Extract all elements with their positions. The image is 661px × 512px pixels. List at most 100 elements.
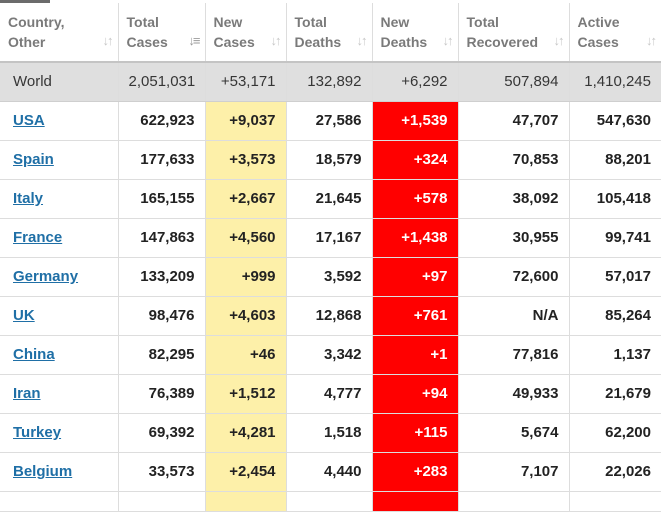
total-cases-cell: 76,389 <box>117 374 205 414</box>
country-cell: Spain <box>0 140 118 180</box>
country-link[interactable]: France <box>13 229 63 246</box>
country-link[interactable]: Belgium <box>13 463 73 480</box>
country-link[interactable]: China <box>13 346 55 363</box>
country-link[interactable]: USA <box>13 112 45 129</box>
total-cases-cell: 33,573 <box>117 452 205 492</box>
world-country: World <box>0 62 118 102</box>
sort-both-icon[interactable]: ↓↑ <box>102 33 114 48</box>
total-deaths-cell: 3,592 <box>285 257 372 297</box>
total-deaths-cell: 27,586 <box>285 101 372 141</box>
header-active-cases-line2: Cases <box>577 34 619 50</box>
total-deaths-cell <box>285 491 372 512</box>
new-deaths-cell: +115 <box>371 413 458 453</box>
sort-both-icon[interactable]: ↓↑ <box>442 33 454 48</box>
country-link[interactable]: Germany <box>13 268 79 285</box>
total-cases-cell: 165,155 <box>117 179 205 219</box>
new-cases-cell: +2,667 <box>204 179 286 219</box>
header-total-cases-line1: Total <box>126 14 159 30</box>
world-active-cases: 1,410,245 <box>568 62 661 102</box>
country-cell <box>0 491 118 512</box>
sort-both-icon[interactable]: ↓↑ <box>356 33 368 48</box>
active-cases-cell: 547,630 <box>568 101 661 141</box>
world-new-deaths: +6,292 <box>371 62 458 102</box>
new-deaths-cell: +283 <box>371 452 458 492</box>
country-link[interactable]: UK <box>13 307 35 324</box>
header-total-cases[interactable]: Total Cases ↓≡ <box>117 3 205 63</box>
new-deaths-cell: +94 <box>371 374 458 414</box>
total-deaths-cell: 21,645 <box>285 179 372 219</box>
header-total-recovered-line2: Recovered <box>466 34 539 50</box>
total-deaths-cell: 17,167 <box>285 218 372 258</box>
total-recovered-cell: 70,853 <box>457 140 569 180</box>
header-country[interactable]: Country, Other ↓↑ <box>0 3 118 63</box>
world-new-cases: +53,171 <box>204 62 286 102</box>
active-cases-cell: 22,026 <box>568 452 661 492</box>
total-cases-cell: 82,295 <box>117 335 205 375</box>
sort-desc-icon[interactable]: ↓≡ <box>188 33 200 48</box>
header-total-deaths[interactable]: Total Deaths ↓↑ <box>285 3 372 63</box>
sort-both-icon[interactable]: ↓↑ <box>553 33 565 48</box>
table-row: USA 622,923 +9,037 27,586 +1,539 47,707 … <box>0 101 661 141</box>
total-recovered-cell: N/A <box>457 296 569 336</box>
active-cases-cell: 57,017 <box>568 257 661 297</box>
total-cases-cell: 177,633 <box>117 140 205 180</box>
header-new-cases[interactable]: New Cases ↓↑ <box>204 3 286 63</box>
country-link[interactable]: Italy <box>13 190 44 207</box>
world-row: World 2,051,031 +53,171 132,892 +6,292 5… <box>0 62 661 102</box>
active-cases-cell: 62,200 <box>568 413 661 453</box>
header-new-cases-line2: Cases <box>213 34 255 50</box>
new-deaths-cell: +324 <box>371 140 458 180</box>
new-cases-cell: +4,281 <box>204 413 286 453</box>
total-cases-cell: 69,392 <box>117 413 205 453</box>
sort-both-icon[interactable]: ↓↑ <box>270 33 282 48</box>
total-cases-cell: 98,476 <box>117 296 205 336</box>
new-deaths-cell: +761 <box>371 296 458 336</box>
total-cases-cell: 147,863 <box>117 218 205 258</box>
active-cases-cell: 85,264 <box>568 296 661 336</box>
table-row: Germany 133,209 +999 3,592 +97 72,600 57… <box>0 257 661 297</box>
header-total-deaths-line1: Total <box>294 14 327 30</box>
total-deaths-cell: 12,868 <box>285 296 372 336</box>
header-new-deaths[interactable]: New Deaths ↓↑ <box>371 3 458 63</box>
table-row: Turkey 69,392 +4,281 1,518 +115 5,674 62… <box>0 413 661 453</box>
total-cases-cell: 622,923 <box>117 101 205 141</box>
header-country-line2: Other <box>8 34 46 50</box>
covid-table: Country, Other ↓↑ Total Cases ↓≡ New Cases … <box>0 3 661 512</box>
country-cell: Germany <box>0 257 118 297</box>
sort-both-icon[interactable]: ↓↑ <box>646 33 657 48</box>
country-cell: Belgium <box>0 452 118 492</box>
table-row: Belgium 33,573 +2,454 4,440 +283 7,107 2… <box>0 452 661 492</box>
country-cell: USA <box>0 101 118 141</box>
active-cases-cell: 21,679 <box>568 374 661 414</box>
country-link[interactable]: Iran <box>13 385 41 402</box>
total-recovered-cell: 72,600 <box>457 257 569 297</box>
new-deaths-cell: +578 <box>371 179 458 219</box>
table-row: Italy 165,155 +2,667 21,645 +578 38,092 … <box>0 179 661 219</box>
header-total-deaths-line2: Deaths <box>294 34 342 50</box>
total-recovered-cell: 49,933 <box>457 374 569 414</box>
active-cases-cell: 99,741 <box>568 218 661 258</box>
total-recovered-cell: 7,107 <box>457 452 569 492</box>
total-deaths-cell: 3,342 <box>285 335 372 375</box>
table-row: Spain 177,633 +3,573 18,579 +324 70,853 … <box>0 140 661 180</box>
new-cases-cell: +3,573 <box>204 140 286 180</box>
header-active-cases[interactable]: Active Cases ↓↑ <box>568 3 661 63</box>
table-row-partial <box>0 491 661 512</box>
new-deaths-cell: +97 <box>371 257 458 297</box>
country-cell: Iran <box>0 374 118 414</box>
table-row: China 82,295 +46 3,342 +1 77,816 1,137 <box>0 335 661 375</box>
header-total-recovered[interactable]: Total Recovered ↓↑ <box>457 3 569 63</box>
new-cases-cell: +46 <box>204 335 286 375</box>
header-total-recovered-line1: Total <box>466 14 499 30</box>
active-cases-cell: 88,201 <box>568 140 661 180</box>
header-row: Country, Other ↓↑ Total Cases ↓≡ New Cases … <box>0 3 661 63</box>
active-cases-cell: 1,137 <box>568 335 661 375</box>
country-link[interactable]: Turkey <box>13 424 62 441</box>
new-deaths-cell: +1 <box>371 335 458 375</box>
country-link[interactable]: Spain <box>13 151 54 168</box>
header-new-deaths-line2: Deaths <box>380 34 428 50</box>
total-recovered-cell <box>457 491 569 512</box>
header-active-cases-line1: Active <box>577 14 620 30</box>
header-total-cases-line2: Cases <box>126 34 168 50</box>
new-cases-cell: +4,603 <box>204 296 286 336</box>
